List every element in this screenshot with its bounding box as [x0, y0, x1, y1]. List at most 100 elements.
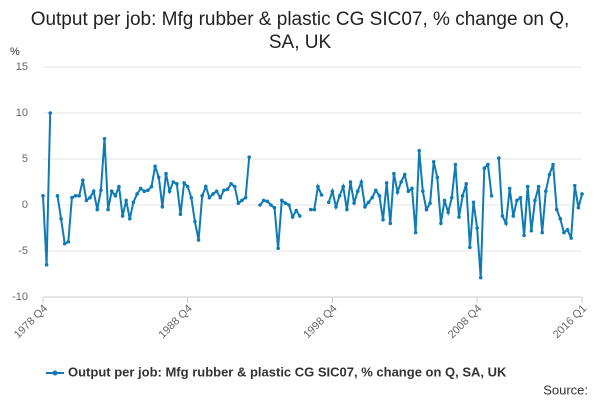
- data-point: [384, 181, 389, 185]
- data-point: [511, 214, 516, 218]
- data-point: [95, 207, 100, 212]
- data-point: [218, 195, 223, 200]
- data-point: [196, 238, 201, 242]
- data-point: [464, 182, 469, 186]
- data-point: [146, 188, 150, 193]
- data-point: [164, 171, 168, 176]
- data-point: [529, 228, 534, 233]
- y-tick-label: -10: [12, 291, 28, 303]
- data-point: [167, 189, 172, 193]
- data-point: [381, 217, 385, 222]
- data-point: [240, 198, 244, 203]
- data-point: [500, 214, 505, 218]
- data-point: [102, 136, 107, 141]
- data-point: [572, 183, 577, 188]
- data-point: [207, 195, 212, 200]
- data-point: [478, 275, 483, 280]
- data-point: [413, 230, 418, 235]
- data-point: [70, 195, 74, 200]
- data-point: [149, 184, 154, 189]
- data-point: [287, 203, 291, 207]
- series-line: [42, 112, 583, 278]
- data-point: [374, 188, 378, 193]
- data-point: [80, 178, 85, 182]
- data-point: [138, 186, 143, 191]
- data-point: [363, 205, 367, 209]
- data-point: [117, 184, 121, 189]
- data-point: [496, 156, 501, 160]
- data-point: [243, 195, 248, 200]
- data-point: [128, 217, 132, 221]
- data-point: [547, 172, 552, 177]
- data-point: [399, 180, 403, 184]
- data-point: [294, 208, 299, 213]
- data-point: [518, 195, 523, 200]
- data-point: [345, 207, 349, 212]
- data-point: [131, 200, 136, 205]
- y-tick-label: 0: [22, 199, 28, 211]
- x-tick-label: 1978 Q4: [12, 303, 50, 341]
- data-point: [44, 263, 49, 267]
- data-point: [457, 215, 461, 219]
- data-point: [402, 172, 407, 177]
- data-point: [377, 194, 382, 198]
- data-point: [522, 233, 526, 238]
- data-point: [319, 193, 324, 197]
- data-point: [247, 155, 251, 159]
- data-point: [431, 159, 436, 164]
- legend-label: Output per job: Mfg rubber & plastic CG …: [68, 364, 507, 379]
- data-point: [486, 162, 490, 167]
- data-point: [62, 241, 67, 246]
- data-point: [330, 189, 335, 193]
- data-point: [283, 201, 288, 205]
- data-point: [214, 189, 219, 193]
- data-point: [439, 221, 443, 226]
- data-point: [551, 162, 555, 167]
- data-point: [540, 230, 545, 235]
- data-point: [178, 212, 183, 216]
- data-point: [406, 189, 411, 193]
- data-point: [153, 164, 157, 169]
- data-point: [308, 207, 313, 212]
- data-point: [525, 184, 530, 189]
- data-point: [290, 215, 295, 219]
- data-point: [460, 194, 465, 198]
- data-point: [544, 189, 548, 193]
- data-point: [59, 217, 63, 221]
- source: Source:: [543, 382, 588, 397]
- data-point: [421, 189, 425, 193]
- data-point: [142, 189, 147, 193]
- data-point: [272, 205, 277, 210]
- data-point: [222, 188, 226, 193]
- data-point: [73, 194, 78, 198]
- data-point: [265, 199, 270, 204]
- data-point: [554, 207, 559, 212]
- data-point: [99, 188, 103, 193]
- data-point: [316, 184, 320, 189]
- data-point: [55, 194, 60, 198]
- data-point: [569, 236, 573, 240]
- y-tick-label: 15: [16, 61, 28, 73]
- data-point: [261, 198, 266, 203]
- data-point: [515, 198, 519, 203]
- y-tick-label: 5: [22, 153, 28, 165]
- data-point: [442, 198, 447, 203]
- data-point: [428, 201, 432, 205]
- data-point: [395, 190, 400, 194]
- y-axis-label: %: [10, 46, 20, 58]
- data-point: [565, 228, 570, 232]
- data-point: [576, 205, 581, 210]
- data-point: [109, 189, 114, 193]
- data-point: [135, 192, 139, 196]
- data-point: [507, 186, 512, 191]
- data-point: [435, 175, 440, 180]
- data-point: [156, 175, 161, 180]
- data-point: [269, 203, 273, 207]
- data-point: [424, 207, 429, 212]
- data-point: [236, 201, 241, 205]
- data-point: [348, 180, 353, 184]
- data-point: [171, 180, 176, 184]
- data-point: [341, 184, 346, 189]
- data-point: [475, 226, 479, 230]
